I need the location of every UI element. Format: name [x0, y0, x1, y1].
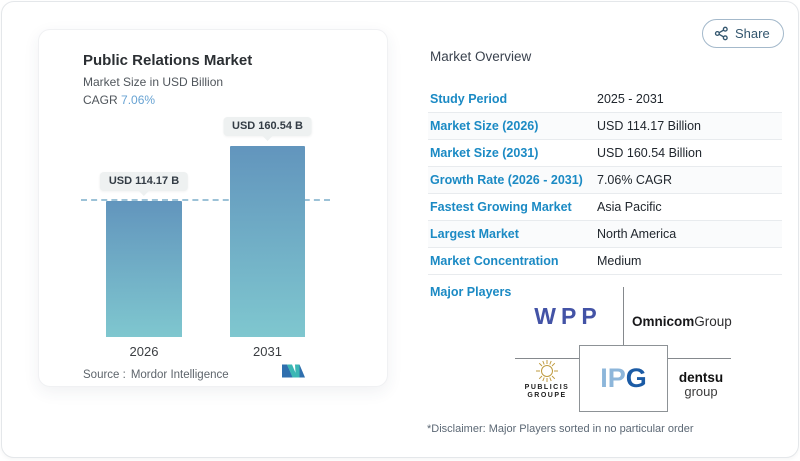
row-label: Market Size (2031) [430, 146, 539, 160]
x-axis-label-2026: 2026 [129, 344, 159, 359]
logo-connector-vertical [623, 287, 624, 345]
row-label: Fastest Growing Market [430, 200, 572, 214]
ipg-logo: IPG [600, 363, 647, 393]
reference-dashed-line [81, 199, 330, 201]
row-label: Growth Rate (2026 - 2031) [430, 173, 583, 187]
table-row-study-period: Study Period 2025 - 2031 [428, 86, 782, 113]
row-value: Medium [597, 254, 642, 268]
bar-group-2031: USD 160.54 B [223, 30, 312, 337]
table-row-fastest-growing-market: Fastest Growing Market Asia Pacific [428, 194, 782, 221]
row-label: Study Period [430, 92, 508, 106]
cagr-label: CAGR [83, 93, 118, 107]
table-row-market-size-2026: Market Size (2026) USD 114.17 Billion [428, 113, 782, 140]
market-overview-panel: Market Overview Study Period 2025 - 2031… [414, 2, 794, 461]
bar-2031 [230, 146, 305, 337]
wpp-logo: WPP [534, 303, 602, 329]
publicis-lion-icon [536, 360, 558, 382]
major-players-label: Major Players [430, 285, 512, 299]
bar-value-text-2031: USD 160.54 B [232, 120, 303, 132]
bar-2026 [106, 201, 182, 337]
row-label: Largest Market [430, 227, 519, 241]
row-value: USD 160.54 Billion [597, 146, 702, 160]
publicis-groupe-logo: PUBLICIS GROUPE [513, 359, 581, 400]
logo-connector-horizontal-left [515, 358, 579, 359]
share-icon [714, 26, 728, 41]
bar-value-text-2026: USD 114.17 B [108, 175, 180, 187]
disclaimer-text: *Disclaimer: Major Players sorted in no … [427, 423, 694, 435]
dentsu-group-logo: dentsu group [678, 370, 724, 399]
market-overview-table: Study Period 2025 - 2031 Market Size (20… [428, 86, 782, 275]
row-label: Market Concentration [430, 254, 559, 268]
table-row-largest-market: Largest Market North America [428, 221, 782, 248]
chart-cagr: CAGR 7.06% [83, 93, 155, 107]
cagr-value: 7.06% [121, 93, 156, 107]
share-label: Share [735, 26, 770, 41]
source-attribution: Source : Mordor Intelligence [83, 369, 229, 381]
table-row-market-concentration: Market Concentration Medium [428, 248, 782, 275]
mordor-intelligence-logo [282, 364, 305, 378]
chart-title: Public Relations Market [83, 52, 253, 69]
bar-group-2026: USD 114.17 B [99, 30, 189, 337]
table-row-growth-rate: Growth Rate (2026 - 2031) 7.06% CAGR [428, 167, 782, 194]
row-label: Market Size (2026) [430, 119, 539, 133]
bar-value-label-2031: USD 160.54 B [223, 117, 312, 136]
table-row-market-size-2031: Market Size (2031) USD 160.54 Billion [428, 140, 782, 167]
panel-title: Market Overview [430, 49, 532, 64]
chart-subtitle: Market Size in USD Billion [83, 75, 224, 89]
row-value: 2025 - 2031 [597, 92, 664, 106]
row-value: Asia Pacific [597, 200, 662, 214]
x-axis-label-2031: 2031 [253, 344, 282, 359]
market-chart-card: Public Relations Market Market Size in U… [38, 29, 388, 387]
source-label: Source : [83, 369, 126, 381]
share-button[interactable]: Share [702, 19, 784, 48]
source-value: Mordor Intelligence [130, 369, 229, 381]
ipg-logo-box: IPG [579, 345, 668, 412]
row-value: 7.06% CAGR [597, 173, 673, 187]
logo-connector-horizontal-right [667, 358, 731, 359]
omnicom-group-logo: OmnicomGroup [632, 314, 732, 329]
bar-chart: USD 114.17 B USD 160.54 B [39, 30, 389, 337]
row-value: USD 114.17 Billion [597, 119, 701, 133]
row-value: North America [597, 227, 677, 241]
bar-value-label-2026: USD 114.17 B [99, 172, 189, 191]
